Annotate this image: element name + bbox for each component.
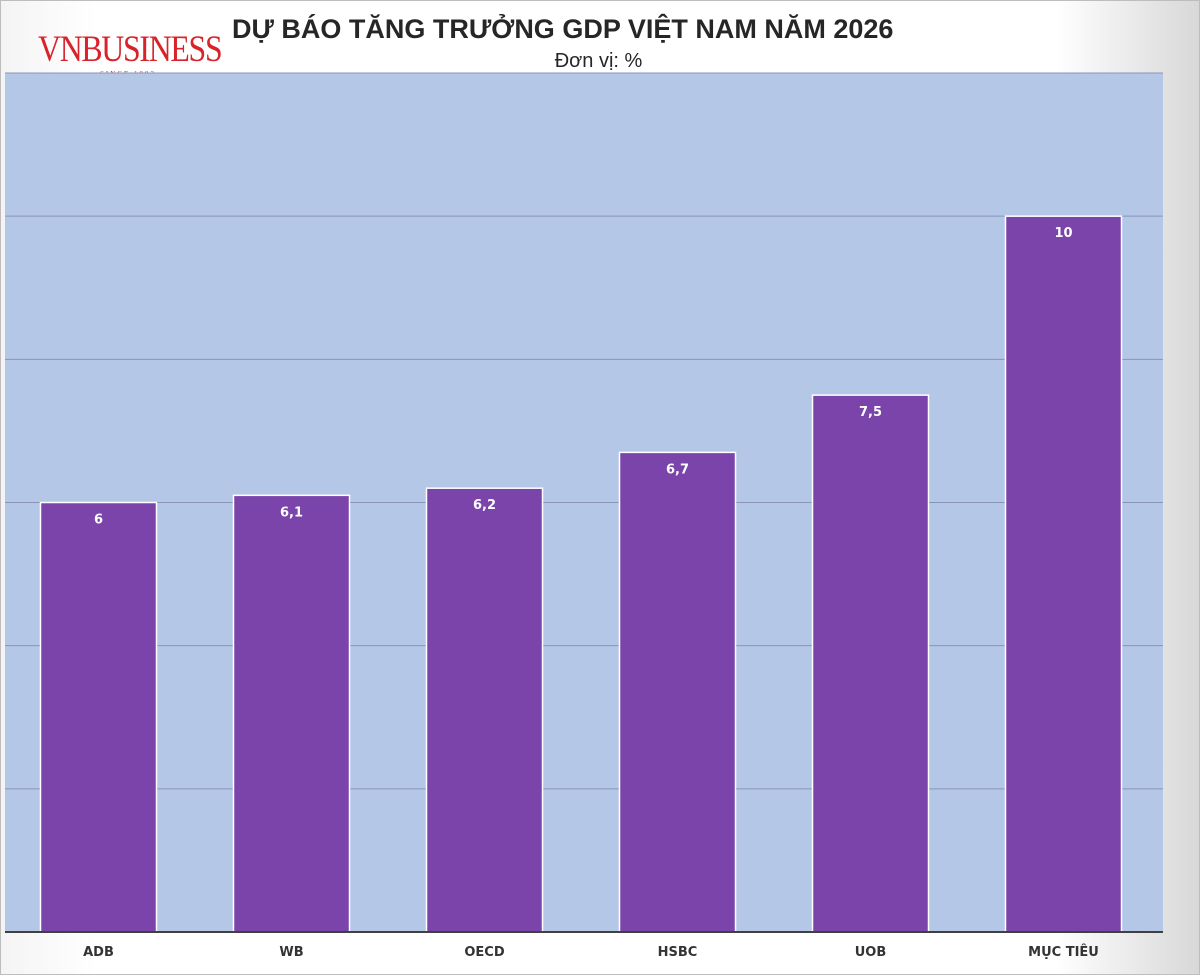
x-tick-label: UOB	[855, 945, 887, 960]
data-label: 10	[1054, 226, 1072, 241]
data-label: 6,1	[280, 505, 303, 520]
gridlines	[5, 72, 1163, 790]
x-tick-label: MỤC TIÊU	[1028, 944, 1099, 960]
data-label: 6,2	[473, 498, 496, 513]
bar	[425, 487, 544, 933]
x-tick-label: HSBC	[658, 945, 698, 960]
data-label: 7,5	[859, 405, 882, 420]
bar	[39, 501, 158, 933]
bar	[1004, 215, 1123, 933]
data-label: 6,7	[666, 462, 689, 477]
bar	[811, 394, 930, 933]
x-tick-label: OECD	[464, 945, 504, 960]
x-tick-label: WB	[279, 945, 303, 960]
x-tick-label: ADB	[83, 945, 114, 960]
labels: 6 ADB 6,1 WB 6,2 OECD 6,7 HSBC 7,5 UOB 10 MỤC TIÊU	[83, 226, 1099, 960]
bar	[618, 451, 737, 933]
vnbusiness-logo: VNBUSINESS	[38, 29, 223, 70]
data-label: 6	[94, 513, 103, 528]
bars	[39, 215, 1123, 933]
chart-title: DỰ BÁO TĂNG TRƯỞNG GDP VIỆT NAM NĂM 2026	[232, 14, 894, 44]
chart-subtitle: Đơn vị: %	[554, 50, 643, 72]
bar	[232, 494, 351, 933]
